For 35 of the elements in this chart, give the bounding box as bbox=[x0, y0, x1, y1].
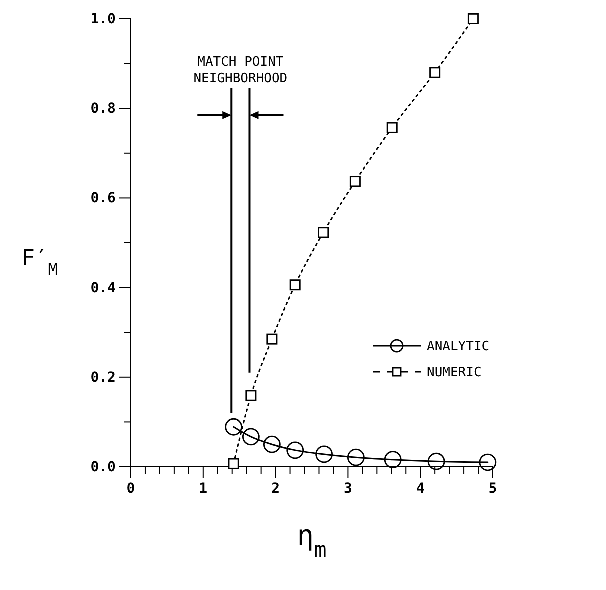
legend-label: ANALYTIC bbox=[427, 340, 490, 355]
point bbox=[347, 448, 365, 466]
x-tick-label: 5 bbox=[488, 480, 498, 497]
point bbox=[266, 334, 278, 345]
point bbox=[479, 454, 497, 472]
x-axis-title: η$_{m}$ bbox=[297, 519, 327, 562]
y-axis-title: F′$_{M}$ bbox=[22, 246, 58, 279]
point bbox=[225, 418, 243, 436]
y-tick-label: 0.8 bbox=[90, 101, 116, 118]
point bbox=[242, 428, 260, 446]
y-tick-label: 0.0 bbox=[90, 459, 116, 476]
x-tick-label: 4 bbox=[416, 480, 425, 497]
point bbox=[263, 436, 281, 454]
point bbox=[318, 227, 330, 238]
x-tick-label: 1 bbox=[199, 480, 208, 497]
point bbox=[316, 446, 334, 464]
point bbox=[428, 452, 446, 470]
point bbox=[350, 176, 361, 188]
y-tick-label: 0.4 bbox=[90, 280, 116, 296]
point bbox=[430, 67, 441, 78]
legend-label: NUMERIC bbox=[427, 366, 482, 381]
y-tick-label: 0.6 bbox=[90, 190, 116, 207]
y-tick-label: 0.2 bbox=[90, 370, 116, 386]
x-tick-label: 0 bbox=[126, 480, 136, 497]
point bbox=[290, 280, 301, 291]
ref-line-label: MATCH POINT NEIGHBORHOOD bbox=[194, 55, 288, 86]
x-tick-label: 2 bbox=[272, 480, 280, 497]
x-tick-label: 3 bbox=[344, 480, 352, 497]
y-tick-label: 1.0 bbox=[90, 11, 116, 28]
point bbox=[246, 390, 257, 402]
point bbox=[384, 451, 402, 469]
point bbox=[468, 14, 479, 24]
point bbox=[228, 458, 240, 470]
point bbox=[286, 442, 304, 460]
point bbox=[386, 122, 398, 134]
